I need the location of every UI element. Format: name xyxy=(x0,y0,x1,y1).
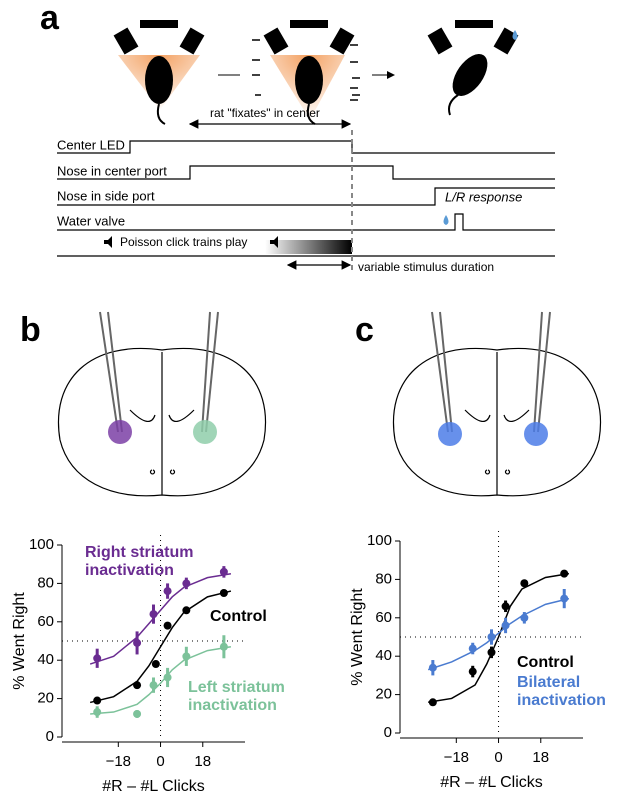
data-point xyxy=(468,644,477,653)
fit-line xyxy=(428,572,570,704)
x-tick-label: 0 xyxy=(494,749,502,766)
y-tick-label: 100 xyxy=(367,532,392,549)
data-point xyxy=(133,638,142,647)
y-axis-label: % Went Right xyxy=(11,592,28,690)
data-point xyxy=(93,654,102,663)
data-point xyxy=(182,606,191,615)
data-point xyxy=(520,613,529,622)
data-point xyxy=(487,648,496,657)
panel-label: c xyxy=(355,311,374,349)
trace-label: Water valve xyxy=(57,213,125,228)
fit-line xyxy=(427,597,570,671)
series-label: Right striatum xyxy=(85,544,193,561)
trace-label: Nose in center port xyxy=(57,163,167,178)
y-tick-label: 40 xyxy=(375,647,392,664)
series-label: Left striatum xyxy=(188,679,285,696)
data-point xyxy=(163,621,172,630)
y-tick-label: 40 xyxy=(37,651,54,668)
x-tick-label: −18 xyxy=(106,753,131,770)
annotation: variable stimulus duration xyxy=(358,260,494,274)
data-point xyxy=(163,673,172,682)
data-point xyxy=(219,589,228,597)
series-label: inactivation xyxy=(517,692,606,709)
y-tick-label: 60 xyxy=(375,609,392,626)
timeline xyxy=(57,119,555,272)
data-point xyxy=(487,633,496,641)
data-point xyxy=(93,696,102,705)
brain-diagrams xyxy=(58,311,601,497)
y-tick-label: 0 xyxy=(46,728,54,745)
data-point xyxy=(133,709,142,718)
trace-label: Nose in side port xyxy=(57,188,155,203)
x-axis-label: #R – #L Clicks xyxy=(102,778,205,795)
data-point xyxy=(219,642,228,651)
trace-label: Center LED xyxy=(57,137,125,152)
y-tick-label: 20 xyxy=(375,686,392,703)
annotation: rat "fixates" in center xyxy=(210,106,320,120)
fit-line xyxy=(90,646,232,715)
series-label: Control xyxy=(210,608,267,625)
panel-label: b xyxy=(20,311,41,349)
data-point xyxy=(468,667,477,676)
data-point xyxy=(151,660,160,669)
series-label: inactivation xyxy=(85,562,174,579)
data-point xyxy=(149,681,158,690)
data-point xyxy=(501,602,510,611)
data-point xyxy=(182,579,191,588)
data-point xyxy=(149,610,158,619)
x-tick-label: 18 xyxy=(194,753,211,770)
data-point xyxy=(428,663,437,672)
data-point xyxy=(133,681,142,690)
data-point xyxy=(428,698,437,707)
annotation: Poisson click trains play xyxy=(120,235,247,249)
y-tick-label: 60 xyxy=(37,613,54,630)
data-point xyxy=(501,621,510,630)
data-point xyxy=(163,587,172,596)
fit-line xyxy=(89,590,232,704)
series-label: inactivation xyxy=(188,697,277,714)
x-tick-label: −18 xyxy=(444,749,469,766)
y-tick-label: 80 xyxy=(37,574,54,591)
data-point xyxy=(560,594,569,603)
chart: 0 20 40 60 80 100 −18 0 18 % Went Right #R – #L Cl… xyxy=(349,531,606,791)
data-point xyxy=(93,708,102,717)
y-tick-label: 20 xyxy=(37,690,54,707)
chart: 0 20 40 60 80 100 −18 0 18 % Went Right #R – #L Cl… xyxy=(11,535,285,795)
fit-line xyxy=(89,573,232,665)
x-tick-label: 0 xyxy=(156,753,164,770)
data-point xyxy=(182,652,191,661)
x-axis-label: #R – #L Clicks xyxy=(440,774,543,791)
y-tick-label: 80 xyxy=(375,570,392,587)
rat-icons xyxy=(113,20,519,125)
x-tick-label: 18 xyxy=(532,749,549,766)
data-point xyxy=(219,567,228,576)
y-tick-label: 100 xyxy=(29,536,54,553)
y-axis-label: % Went Right xyxy=(349,588,366,686)
data-point xyxy=(520,579,529,588)
data-point xyxy=(560,569,569,578)
series-label: Control xyxy=(517,654,574,671)
y-tick-label: 0 xyxy=(384,724,392,741)
annotation: L/R response xyxy=(445,189,522,204)
panel-label: a xyxy=(40,0,60,37)
series-label: Bilateral xyxy=(517,674,580,691)
